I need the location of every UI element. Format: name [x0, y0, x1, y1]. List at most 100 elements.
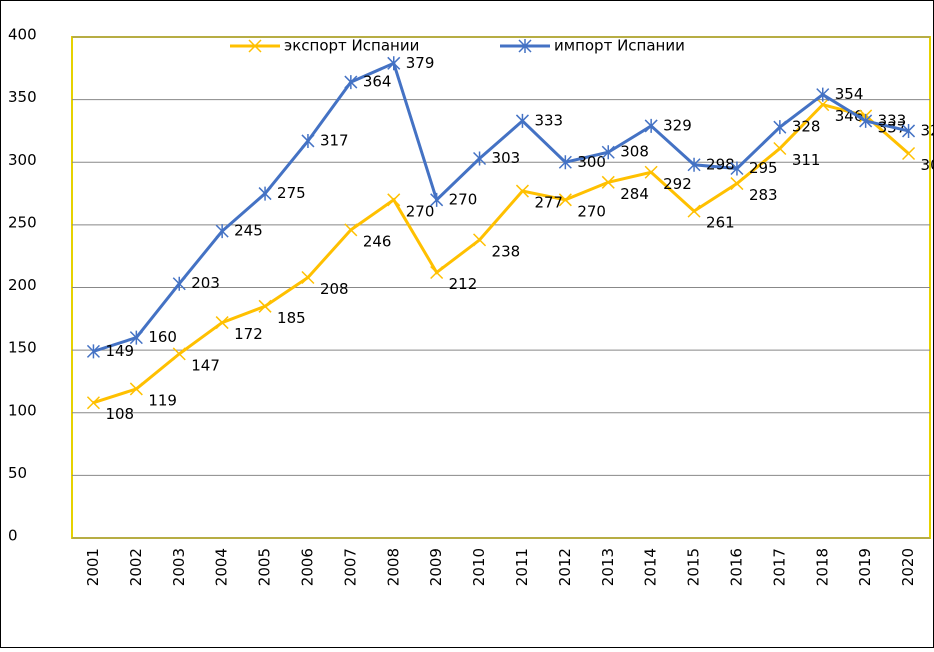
- marker: [215, 316, 229, 330]
- data-label: 160: [148, 328, 177, 346]
- data-label: 212: [449, 275, 478, 293]
- marker: [473, 151, 487, 166]
- data-label: 300: [577, 153, 606, 171]
- marker: [859, 113, 873, 128]
- marker: [730, 177, 744, 191]
- data-label: 246: [363, 232, 392, 250]
- y-tick-label: 350: [8, 88, 37, 106]
- marker-shape: [644, 118, 658, 133]
- series-line: [92, 102, 910, 405]
- x-tick-label: 2005: [256, 548, 274, 586]
- marker-shape: [258, 186, 272, 201]
- data-label: 303: [492, 149, 521, 167]
- y-tick-label: 0: [8, 527, 18, 545]
- marker-shape: [215, 316, 229, 330]
- marker: [430, 192, 444, 207]
- marker-shape: [473, 151, 487, 166]
- y-tick-label: 100: [8, 401, 37, 419]
- marker: [773, 120, 787, 135]
- marker: [344, 75, 358, 90]
- marker-shape: [129, 382, 143, 396]
- data-label: 245: [234, 222, 263, 240]
- x-tick-label: 2020: [899, 548, 917, 586]
- marker: [172, 276, 186, 291]
- data-label: 307: [921, 156, 934, 174]
- data-label: 325: [921, 121, 934, 139]
- marker: [248, 39, 262, 53]
- marker-shape: [558, 193, 572, 207]
- x-tick-label: 2012: [556, 548, 574, 586]
- marker: [473, 233, 487, 247]
- data-label: 283: [749, 186, 778, 204]
- marker-shape: [387, 56, 401, 71]
- x-tick-label: 2011: [513, 548, 531, 586]
- x-tick-label: 2006: [298, 548, 316, 586]
- y-tick-label: 300: [8, 151, 37, 169]
- marker: [344, 223, 358, 237]
- marker-shape: [644, 165, 658, 179]
- marker-shape: [816, 98, 830, 112]
- marker-shape: [430, 265, 444, 280]
- marker: [301, 133, 315, 148]
- marker: [730, 161, 744, 176]
- data-label: 295: [749, 159, 778, 177]
- marker-shape: [687, 157, 701, 172]
- marker-shape: [248, 39, 262, 53]
- data-label: 328: [792, 118, 821, 136]
- x-tick-label: 2018: [813, 548, 831, 586]
- data-label: 364: [363, 73, 392, 91]
- marker-shape: [902, 123, 916, 138]
- marker-shape: [515, 113, 529, 128]
- x-tick-label: 2002: [127, 548, 145, 586]
- marker-shape: [773, 120, 787, 135]
- marker-shape: [816, 87, 830, 102]
- data-label: 311: [792, 151, 821, 169]
- marker: [902, 146, 916, 161]
- data-label: 203: [191, 274, 220, 292]
- marker: [515, 184, 529, 198]
- marker-shape: [518, 39, 532, 53]
- marker-shape: [172, 276, 186, 291]
- data-label: 270: [449, 190, 478, 208]
- data-label: 147: [191, 356, 220, 374]
- marker-shape: [859, 113, 873, 128]
- data-label: 275: [277, 184, 306, 202]
- x-tick-label: 2010: [470, 548, 488, 586]
- y-tick-label: 400: [8, 26, 37, 44]
- marker-shape: [215, 224, 229, 239]
- marker: [301, 270, 315, 285]
- x-tick-label: 2014: [642, 548, 660, 586]
- marker-shape: [601, 175, 615, 189]
- x-tick-label: 2017: [770, 548, 788, 586]
- data-label: 270: [577, 202, 606, 220]
- marker: [86, 344, 100, 359]
- data-label: 333: [878, 111, 907, 129]
- marker: [387, 56, 401, 71]
- marker: [601, 145, 615, 160]
- marker: [387, 193, 401, 207]
- marker: [258, 186, 272, 201]
- x-tick-label: 2004: [213, 548, 231, 586]
- marker-shape: [258, 299, 272, 313]
- marker-shape: [172, 347, 186, 361]
- data-label: 261: [706, 214, 735, 232]
- data-label: 308: [620, 143, 649, 161]
- data-label: 149: [105, 342, 134, 360]
- marker-shape: [86, 344, 100, 359]
- marker: [430, 265, 444, 280]
- marker: [816, 87, 830, 102]
- marker: [644, 118, 658, 133]
- marker-shape: [730, 161, 744, 176]
- marker-shape: [344, 223, 358, 237]
- marker-shape: [902, 146, 916, 161]
- data-label: 346: [835, 107, 864, 125]
- series-line: [92, 61, 909, 353]
- y-tick-label: 250: [8, 213, 37, 231]
- data-label: 284: [620, 185, 649, 203]
- legend-label: импорт Испании: [554, 37, 685, 55]
- marker-shape: [687, 204, 701, 218]
- data-label: 329: [663, 116, 692, 134]
- data-label: 208: [320, 280, 349, 298]
